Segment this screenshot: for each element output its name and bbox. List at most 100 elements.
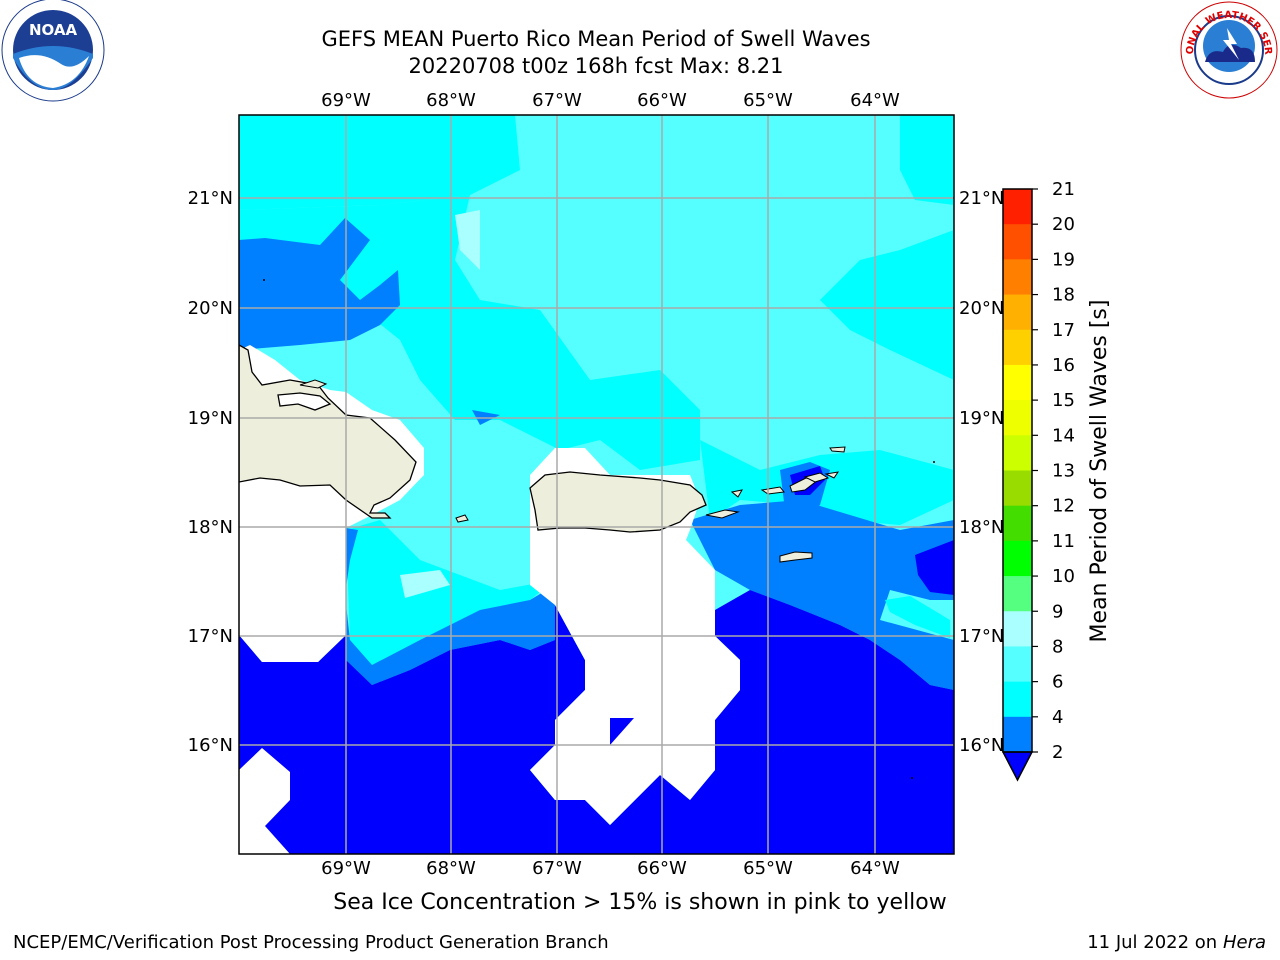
lon-label: 69°W: [321, 90, 371, 111]
map-frame: [238, 114, 955, 855]
colorbar-tick-label: 2: [1052, 742, 1063, 763]
footer-date: 11 Jul 2022 on Hera: [1087, 932, 1266, 953]
no-data-left: [239, 528, 346, 662]
colorbar-tick-label: 13: [1052, 461, 1075, 482]
colorbar-tick-label: 14: [1052, 425, 1075, 446]
lon-label: 65°W: [743, 90, 793, 111]
field-2-4-pr-sw: [345, 528, 555, 685]
lat-label: 19°N: [959, 408, 1004, 429]
colorbar: [1001, 188, 1034, 782]
colorbar-tick-label: 16: [1052, 355, 1075, 376]
land-culebra: [730, 489, 743, 498]
land-dot: [911, 777, 913, 779]
land-st-croix: [779, 551, 813, 563]
land-tortola: [803, 472, 830, 483]
colorbar-swatch: [1003, 294, 1032, 331]
field-4-6-north: [239, 115, 520, 210]
lat-label: 18°N: [959, 517, 1004, 538]
field-2-4-nw: [239, 218, 400, 350]
lon-label: 64°W: [850, 858, 900, 879]
no-data-spot: [610, 718, 634, 745]
field-4-6-anegada: [885, 596, 950, 638]
colorbar-tick-label: 8: [1052, 636, 1063, 657]
lat-label: 17°N: [959, 626, 1004, 647]
field-4-6-east: [820, 230, 954, 380]
field-8-patch: [400, 570, 450, 598]
colorbar-swatch: [1003, 576, 1032, 612]
colorbar-tick-label: 10: [1052, 566, 1075, 587]
colorbar-extension: [1001, 751, 1034, 782]
lat-label: 16°N: [959, 735, 1004, 756]
lat-label: 21°N: [959, 188, 1004, 209]
lat-label: 21°N: [188, 188, 233, 209]
colorbar-tick-label: 21: [1052, 179, 1075, 200]
land-tortuga: [299, 379, 328, 389]
field-8-patch-2: [455, 210, 480, 270]
colorbar-swatch: [1003, 681, 1032, 718]
colorbar-swatch: [1003, 189, 1032, 225]
noaa-logo: NOAA: [1, 0, 105, 102]
field-0-2-east: [915, 540, 954, 595]
lon-label: 69°W: [321, 858, 371, 879]
chart-subtitle: 20220708 t00z 168h fcst Max: 8.21: [408, 54, 784, 78]
gridlines: [239, 115, 954, 854]
field-4-6-ne: [900, 115, 954, 205]
lat-label: 17°N: [188, 626, 233, 647]
footer-machine: Hera: [1222, 932, 1266, 953]
colorbar-swatch: [1003, 400, 1032, 436]
colorbar-tick-label: 9: [1052, 601, 1063, 622]
lon-label: 66°W: [637, 858, 687, 879]
lon-label: 65°W: [743, 858, 793, 879]
land-anegada: [829, 446, 846, 453]
colorbar-tick-label: 11: [1052, 531, 1075, 552]
lon-label: 66°W: [637, 90, 687, 111]
lon-label: 68°W: [426, 90, 476, 111]
colorbar-swatch: [1003, 364, 1032, 401]
colorbar-swatch: [1003, 435, 1032, 471]
lat-labels-left: 21°N 20°N 19°N 18°N 17°N 16°N: [188, 188, 233, 756]
colorbar-ticks: 21 20 19 18 17 16 15 14 13 12 11 10 9 8 6 4 2: [1032, 179, 1075, 763]
lon-labels-top: 69°W 68°W 67°W 66°W 65°W 64°W: [321, 90, 900, 111]
land-mona: [455, 514, 469, 523]
colorbar-tick-label: 6: [1052, 672, 1063, 693]
colorbar-swatch: [1003, 611, 1032, 647]
lon-labels-bottom: 69°W 68°W 67°W 66°W 65°W 64°W: [321, 858, 900, 879]
land-vieques: [705, 509, 740, 519]
land-st-john: [789, 477, 820, 493]
colorbar-swatch: [1003, 540, 1032, 577]
land-dot: [933, 461, 935, 463]
lon-label: 68°W: [426, 858, 476, 879]
lat-label: 18°N: [188, 517, 233, 538]
colorbar-tick-label: 15: [1052, 390, 1075, 411]
sea-ice-note: Sea Ice Concentration > 15% is shown in …: [333, 890, 947, 915]
colorbar-swatch: [1003, 224, 1032, 260]
colorbar-tick-label: 20: [1052, 214, 1075, 235]
colorbar-tick-label: 17: [1052, 320, 1075, 341]
land-hispaniola-north-bump: [277, 392, 332, 411]
colorbar-swatch: [1003, 329, 1032, 366]
colorbar-swatch: [1003, 259, 1032, 296]
lon-label: 64°W: [850, 90, 900, 111]
field-4-6-south: [700, 440, 954, 525]
land-dot: [263, 279, 265, 281]
land-hispaniola: [239, 344, 417, 519]
lon-label: 67°W: [532, 90, 582, 111]
colorbar-tick-label: 4: [1052, 707, 1063, 728]
field-0-2-south: [239, 590, 954, 854]
colorbar-swatch: [1003, 716, 1032, 753]
colorbar-swatch: [1003, 646, 1032, 683]
nws-logo: NATIONAL WEATHER SERVICE: [1179, 0, 1278, 99]
lat-label: 20°N: [188, 298, 233, 319]
land-virgin-gorda: [824, 471, 840, 479]
lat-label: 19°N: [188, 408, 233, 429]
map-plot-area: [239, 115, 954, 854]
colorbar-tick-label: 19: [1052, 249, 1075, 270]
field-0-2-bottom-left: [239, 748, 290, 854]
lat-label: 16°N: [188, 735, 233, 756]
colorbar-label: Mean Period of Swell Waves [s]: [1087, 300, 1112, 643]
footer-date-text: 11 Jul 2022 on: [1087, 932, 1223, 953]
colorbar-tick-label: 12: [1052, 496, 1075, 517]
lat-labels-right: 21°N 20°N 19°N 18°N 17°N 16°N: [959, 188, 1004, 756]
lon-label: 67°W: [532, 858, 582, 879]
